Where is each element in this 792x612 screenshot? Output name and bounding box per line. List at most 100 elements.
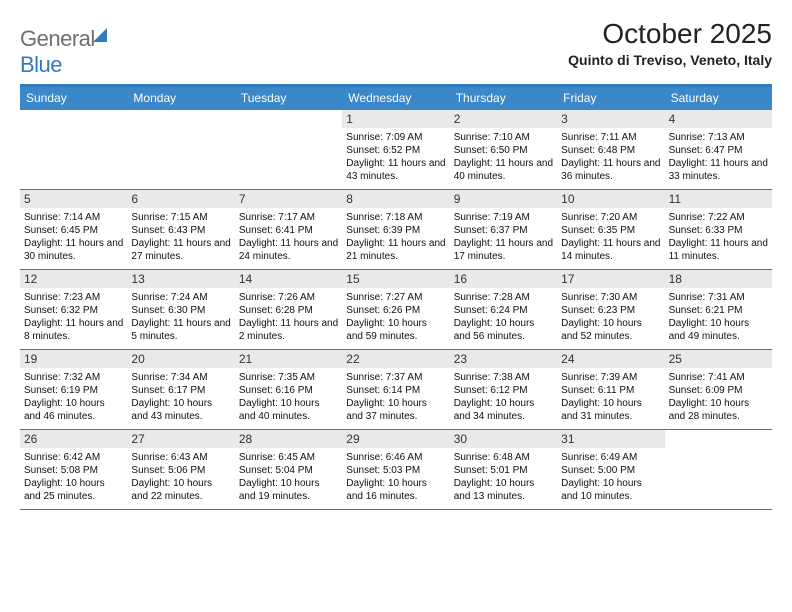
day-number: 25 [665,350,772,368]
sunset-text: Sunset: 5:00 PM [561,464,660,477]
sunset-text: Sunset: 6:26 PM [346,304,445,317]
day-detail: Sunrise: 7:24 AMSunset: 6:30 PMDaylight:… [131,291,230,343]
day-number: 1 [342,110,449,128]
day-detail: Sunrise: 7:39 AMSunset: 6:11 PMDaylight:… [561,371,660,423]
daylight-text: Daylight: 10 hours and 56 minutes. [454,317,553,343]
sunrise-text: Sunrise: 6:45 AM [239,451,338,464]
day-cell: 21 Sunrise: 7:35 AMSunset: 6:16 PMDayligh… [235,350,342,429]
sunset-text: Sunset: 6:39 PM [346,224,445,237]
day-cell: 10Sunrise: 7:20 AMSunset: 6:35 PMDayligh… [557,190,664,269]
day-detail: Sunrise: 6:48 AMSunset: 5:01 PMDaylight:… [454,451,553,503]
sunset-text: Sunset: 6:50 PM [454,144,553,157]
day-cell: 15Sunrise: 7:27 AMSunset: 6:26 PMDayligh… [342,270,449,349]
day-cell: 18Sunrise: 7:31 AMSunset: 6:21 PMDayligh… [665,270,772,349]
day-cell: . [20,110,127,189]
sunrise-text: Sunrise: 7:11 AM [561,131,660,144]
day-cell: 3Sunrise: 7:11 AMSunset: 6:48 PMDaylight… [557,110,664,189]
daylight-text: Daylight: 11 hours and 40 minutes. [454,157,553,183]
sunrise-text: Sunrise: 7:10 AM [454,131,553,144]
day-detail: Sunrise: 6:45 AMSunset: 5:04 PMDaylight:… [239,451,338,503]
day-cell: 30Sunrise: 6:48 AMSunset: 5:01 PMDayligh… [450,430,557,509]
weekday-header: Thursday [450,87,557,110]
day-number: 28 [235,430,342,448]
day-number: 20 [127,350,234,368]
day-cell: 19Sunrise: 7:32 AMSunset: 6:19 PMDayligh… [20,350,127,429]
day-number: 18 [665,270,772,288]
sunset-text: Sunset: 6:30 PM [131,304,230,317]
day-number: 12 [20,270,127,288]
day-number: 7 [235,190,342,208]
sunrise-text: Sunrise: 7:30 AM [561,291,660,304]
day-cell: 8 Sunrise: 7:18 AMSunset: 6:39 PMDaylight… [342,190,449,269]
sunrise-text: Sunrise: 7:34 AM [131,371,230,384]
sunrise-text: Sunrise: 7:37 AM [346,371,445,384]
day-detail: Sunrise: 7:17 AMSunset: 6:41 PMDaylight:… [239,211,338,263]
week-row: 19Sunrise: 7:32 AMSunset: 6:19 PMDayligh… [20,350,772,430]
day-number: 21 [235,350,342,368]
sunrise-text: Sunrise: 7:32 AM [24,371,123,384]
sunrise-text: Sunrise: 7:38 AM [454,371,553,384]
day-detail: Sunrise: 7:41 AMSunset: 6:09 PMDaylight:… [669,371,768,423]
sunset-text: Sunset: 6:43 PM [131,224,230,237]
month-title: October 2025 [568,18,772,50]
sunset-text: Sunset: 6:16 PM [239,384,338,397]
day-number: 29 [342,430,449,448]
day-cell: 6Sunrise: 7:15 AMSunset: 6:43 PMDaylight… [127,190,234,269]
weekday-header: Sunday [20,87,127,110]
sunrise-text: Sunrise: 7:24 AM [131,291,230,304]
day-cell: 25 Sunrise: 7:41 AMSunset: 6:09 PMDayligh… [665,350,772,429]
day-detail: Sunrise: 7:13 AMSunset: 6:47 PMDaylight:… [669,131,768,183]
daylight-text: Daylight: 10 hours and 31 minutes. [561,397,660,423]
daylight-text: Daylight: 10 hours and 37 minutes. [346,397,445,423]
day-number: 6 [127,190,234,208]
sunrise-text: Sunrise: 7:31 AM [669,291,768,304]
sunrise-text: Sunrise: 7:23 AM [24,291,123,304]
sunset-text: Sunset: 6:17 PM [131,384,230,397]
daylight-text: Daylight: 10 hours and 16 minutes. [346,477,445,503]
day-cell: 28 Sunrise: 6:45 AMSunset: 5:04 PMDayligh… [235,430,342,509]
day-detail: Sunrise: 7:09 AMSunset: 6:52 PMDaylight:… [346,131,445,183]
day-detail: Sunrise: 7:30 AMSunset: 6:23 PMDaylight:… [561,291,660,343]
sunset-text: Sunset: 6:09 PM [669,384,768,397]
sunset-text: Sunset: 6:41 PM [239,224,338,237]
daylight-text: Daylight: 11 hours and 2 minutes. [239,317,338,343]
day-number: 8 [342,190,449,208]
week-row: 12 Sunrise: 7:23 AMSunset: 6:32 PMDayligh… [20,270,772,350]
weekday-header: Tuesday [235,87,342,110]
weeks-container: ... 1 Sunrise: 7:09 AMSunset: 6:52 PMDayli… [20,110,772,510]
day-cell: . [127,110,234,189]
day-detail: Sunrise: 7:18 AMSunset: 6:39 PMDaylight:… [346,211,445,263]
sunset-text: Sunset: 6:23 PM [561,304,660,317]
day-detail: Sunrise: 7:23 AMSunset: 6:32 PMDaylight:… [24,291,123,343]
day-cell: . [665,430,772,509]
week-row: ...1Sunrise: 7:09 AMSunset: 6:52 PMDayli… [20,110,772,190]
sunrise-text: Sunrise: 7:28 AM [454,291,553,304]
day-number: 9 [450,190,557,208]
daylight-text: Daylight: 10 hours and 40 minutes. [239,397,338,423]
day-cell: 5Sunrise: 7:14 AMSunset: 6:45 PMDaylight… [20,190,127,269]
day-detail: Sunrise: 7:27 AMSunset: 6:26 PMDaylight:… [346,291,445,343]
sunrise-text: Sunrise: 6:46 AM [346,451,445,464]
day-number: 16 [450,270,557,288]
day-detail: Sunrise: 7:35 AMSunset: 6:16 PMDaylight:… [239,371,338,423]
day-detail: Sunrise: 6:46 AMSunset: 5:03 PMDaylight:… [346,451,445,503]
day-cell: 12 Sunrise: 7:23 AMSunset: 6:32 PMDayligh… [20,270,127,349]
daylight-text: Daylight: 11 hours and 17 minutes. [454,237,553,263]
sunrise-text: Sunrise: 6:49 AM [561,451,660,464]
day-detail: Sunrise: 7:28 AMSunset: 6:24 PMDaylight:… [454,291,553,343]
triangle-icon [93,28,107,42]
day-number: 19 [20,350,127,368]
day-number: 2 [450,110,557,128]
calendar-grid: Sunday Monday Tuesday Wednesday Thursday… [20,84,772,510]
day-cell: 31Sunrise: 6:49 AMSunset: 5:00 PMDayligh… [557,430,664,509]
brand-logo: General Blue [20,18,107,78]
sunrise-text: Sunrise: 7:18 AM [346,211,445,224]
sunset-text: Sunset: 6:11 PM [561,384,660,397]
sunrise-text: Sunrise: 7:27 AM [346,291,445,304]
sunset-text: Sunset: 5:04 PM [239,464,338,477]
sunrise-text: Sunrise: 7:22 AM [669,211,768,224]
sunset-text: Sunset: 6:47 PM [669,144,768,157]
sunset-text: Sunset: 6:14 PM [346,384,445,397]
daylight-text: Daylight: 11 hours and 11 minutes. [669,237,768,263]
sunrise-text: Sunrise: 6:48 AM [454,451,553,464]
